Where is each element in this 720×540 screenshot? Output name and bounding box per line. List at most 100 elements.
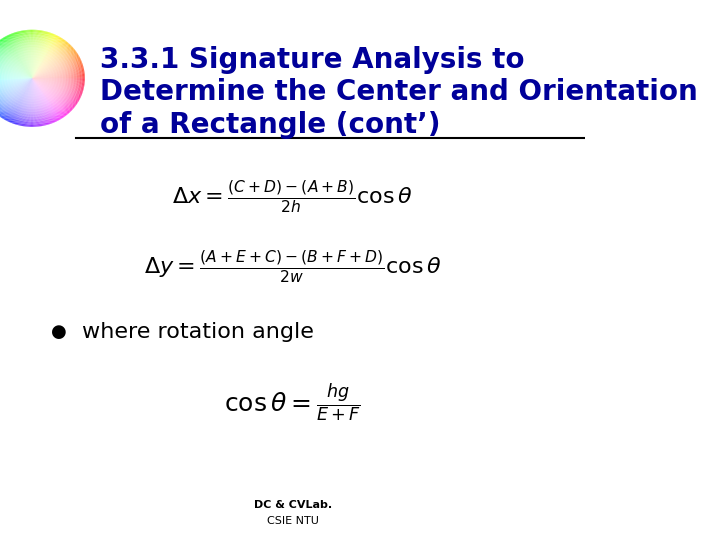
Wedge shape — [32, 31, 45, 78]
Wedge shape — [32, 78, 37, 127]
Wedge shape — [30, 78, 32, 127]
Wedge shape — [25, 78, 32, 126]
Wedge shape — [32, 78, 85, 83]
Wedge shape — [32, 78, 54, 123]
Wedge shape — [32, 78, 82, 94]
Wedge shape — [32, 78, 81, 99]
Wedge shape — [18, 78, 32, 125]
Wedge shape — [32, 78, 45, 126]
Wedge shape — [32, 30, 42, 78]
Wedge shape — [32, 44, 70, 78]
Wedge shape — [0, 78, 32, 91]
Wedge shape — [21, 31, 32, 78]
Wedge shape — [32, 39, 65, 78]
Wedge shape — [32, 48, 74, 78]
Wedge shape — [32, 78, 43, 126]
Wedge shape — [32, 78, 73, 110]
Wedge shape — [32, 48, 73, 78]
Wedge shape — [32, 78, 61, 119]
Wedge shape — [32, 78, 78, 102]
Wedge shape — [0, 62, 32, 78]
Wedge shape — [8, 35, 32, 78]
Wedge shape — [32, 78, 83, 92]
Wedge shape — [17, 32, 32, 78]
Wedge shape — [32, 59, 81, 78]
Wedge shape — [32, 34, 54, 78]
Wedge shape — [0, 63, 32, 78]
Wedge shape — [32, 63, 83, 78]
Circle shape — [0, 43, 71, 114]
Wedge shape — [32, 30, 40, 78]
Wedge shape — [32, 78, 74, 109]
Wedge shape — [32, 77, 85, 78]
Wedge shape — [32, 78, 48, 125]
Wedge shape — [9, 35, 32, 78]
Wedge shape — [24, 30, 32, 78]
Wedge shape — [13, 78, 32, 124]
Wedge shape — [0, 78, 32, 83]
Wedge shape — [0, 78, 32, 90]
Wedge shape — [20, 31, 32, 78]
Wedge shape — [0, 41, 32, 78]
Wedge shape — [0, 78, 32, 88]
Wedge shape — [32, 78, 52, 124]
Text: $\cos\theta = \frac{hg}{E+F}$: $\cos\theta = \frac{hg}{E+F}$ — [224, 381, 361, 423]
Wedge shape — [25, 30, 32, 78]
Wedge shape — [32, 35, 57, 78]
Wedge shape — [32, 55, 78, 78]
Circle shape — [0, 30, 85, 127]
Wedge shape — [21, 78, 32, 126]
Wedge shape — [0, 40, 32, 78]
Wedge shape — [0, 78, 32, 102]
Wedge shape — [32, 78, 84, 87]
Wedge shape — [0, 44, 32, 78]
Wedge shape — [32, 56, 79, 78]
Wedge shape — [0, 51, 32, 78]
Wedge shape — [32, 78, 81, 97]
Wedge shape — [32, 78, 83, 92]
Wedge shape — [32, 78, 85, 81]
Wedge shape — [32, 78, 78, 103]
Wedge shape — [32, 78, 58, 121]
Wedge shape — [0, 65, 32, 78]
Wedge shape — [19, 31, 32, 78]
Circle shape — [0, 45, 68, 112]
Wedge shape — [32, 60, 81, 78]
Wedge shape — [32, 75, 85, 78]
Wedge shape — [32, 68, 84, 78]
Wedge shape — [24, 78, 32, 126]
Wedge shape — [32, 78, 85, 82]
Wedge shape — [12, 78, 32, 123]
Wedge shape — [32, 78, 84, 90]
Wedge shape — [32, 78, 81, 98]
Wedge shape — [32, 78, 64, 118]
Wedge shape — [0, 78, 32, 116]
Wedge shape — [0, 78, 32, 79]
Wedge shape — [12, 33, 32, 78]
Wedge shape — [32, 78, 56, 122]
Wedge shape — [32, 78, 68, 115]
Wedge shape — [0, 50, 32, 78]
Circle shape — [0, 35, 79, 122]
Wedge shape — [32, 78, 84, 87]
Wedge shape — [0, 67, 32, 78]
Wedge shape — [0, 78, 32, 89]
Wedge shape — [0, 39, 32, 78]
Wedge shape — [0, 78, 32, 113]
Wedge shape — [32, 51, 76, 78]
Wedge shape — [17, 78, 32, 125]
Wedge shape — [32, 78, 68, 114]
Wedge shape — [0, 77, 32, 78]
Wedge shape — [32, 35, 56, 78]
Circle shape — [10, 58, 55, 99]
Wedge shape — [32, 78, 77, 104]
Text: $\Delta y = \frac{(A+E+C)-(B+F+D)}{2w}\cos\theta$: $\Delta y = \frac{(A+E+C)-(B+F+D)}{2w}\c… — [144, 249, 441, 286]
Wedge shape — [0, 78, 32, 117]
Wedge shape — [32, 32, 51, 78]
Circle shape — [0, 48, 66, 109]
Wedge shape — [32, 32, 50, 78]
Text: Determine the Center and Orientation: Determine the Center and Orientation — [99, 78, 697, 106]
Wedge shape — [0, 53, 32, 78]
Wedge shape — [32, 78, 60, 120]
Wedge shape — [0, 71, 32, 78]
